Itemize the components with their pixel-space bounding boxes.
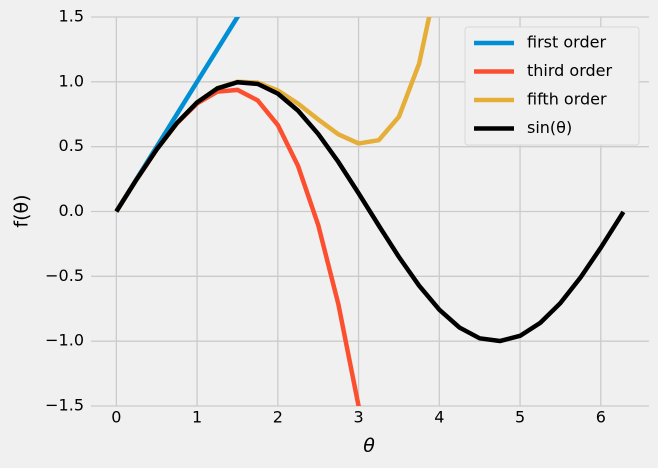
x-tick-label: 0 bbox=[111, 408, 121, 427]
y-tick-label: −0.5 bbox=[45, 266, 84, 285]
legend-label: sin(θ) bbox=[527, 118, 572, 137]
y-tick-label: 1.0 bbox=[59, 71, 84, 90]
line bbox=[114, 79, 626, 344]
y-tick-label: 0.5 bbox=[59, 136, 84, 155]
y-tick-label: 1.5 bbox=[59, 7, 84, 26]
legend-label: fifth order bbox=[527, 90, 607, 109]
x-tick-label: 5 bbox=[515, 408, 525, 427]
x-tick-label: 6 bbox=[596, 408, 606, 427]
x-tick-label: 4 bbox=[434, 408, 444, 427]
line bbox=[114, 17, 241, 213]
y-axis-label: f(θ) bbox=[11, 194, 33, 227]
x-axis-label: θ bbox=[363, 435, 375, 457]
legend-box bbox=[464, 26, 640, 146]
x-tick-label: 1 bbox=[192, 408, 202, 427]
y-tick-label: −1.0 bbox=[45, 331, 84, 350]
x-tick-label: 3 bbox=[353, 408, 363, 427]
x-tick-label: 2 bbox=[273, 408, 283, 427]
y-tick-label: 0.0 bbox=[59, 201, 84, 220]
legend-label: first order bbox=[527, 33, 606, 52]
y-tick-label: −1.5 bbox=[45, 396, 84, 415]
legend-label: third order bbox=[527, 61, 612, 80]
